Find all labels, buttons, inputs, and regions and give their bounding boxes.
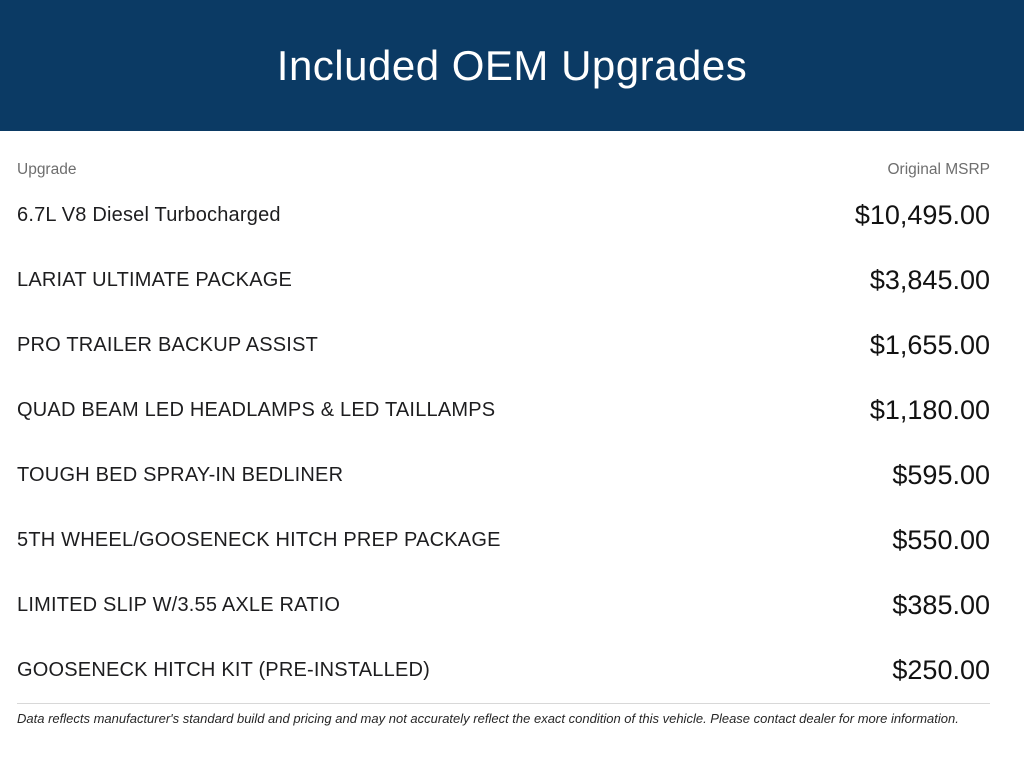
upgrade-msrp: $385.00 [892, 590, 990, 620]
table-header-row: Upgrade Original MSRP [17, 161, 990, 179]
upgrades-table: Upgrade Original MSRP 6.7L V8 Diesel Tur… [17, 161, 990, 726]
column-header-original-msrp: Original MSRP [887, 161, 991, 178]
upgrade-msrp: $1,655.00 [869, 330, 990, 360]
table-row: TOUGH BED SPRAY-IN BEDLINER $595.00 [17, 443, 990, 508]
upgrade-name: PRO TRAILER BACKUP ASSIST [17, 334, 319, 356]
upgrade-name: GOOSENECK HITCH KIT (PRE-INSTALLED) [17, 659, 430, 681]
upgrade-name: QUAD BEAM LED HEADLAMPS & LED TAILLAMPS [17, 399, 496, 421]
upgrade-name: 5TH WHEEL/GOOSENECK HITCH PREP PACKAGE [17, 529, 501, 551]
table-row: GOOSENECK HITCH KIT (PRE-INSTALLED) $250… [17, 638, 990, 703]
table-row: LARIAT ULTIMATE PACKAGE $3,845.00 [17, 248, 990, 313]
upgrade-msrp: $1,180.00 [869, 395, 990, 425]
upgrade-msrp: $10,495.00 [854, 200, 990, 230]
table-row: PRO TRAILER BACKUP ASSIST $1,655.00 [17, 313, 990, 378]
upgrade-name: 6.7L V8 Diesel Turbocharged [17, 204, 281, 226]
upgrade-name: LARIAT ULTIMATE PACKAGE [17, 269, 293, 291]
upgrade-name: LIMITED SLIP W/3.55 AXLE RATIO [17, 594, 341, 616]
table-row: LIMITED SLIP W/3.55 AXLE RATIO $385.00 [17, 573, 990, 638]
upgrade-msrp: $595.00 [892, 460, 990, 490]
footer-divider [17, 703, 990, 704]
disclaimer-text: Data reflects manufacturer's standard bu… [17, 711, 959, 726]
upgrade-msrp: $250.00 [892, 655, 990, 685]
upgrade-name: TOUGH BED SPRAY-IN BEDLINER [17, 464, 344, 486]
table-row: 5TH WHEEL/GOOSENECK HITCH PREP PACKAGE $… [17, 508, 990, 573]
table-body: 6.7L V8 Diesel Turbocharged $10,495.00 L… [17, 183, 990, 703]
upgrade-msrp: $550.00 [892, 525, 990, 555]
table-row: QUAD BEAM LED HEADLAMPS & LED TAILLAMPS … [17, 378, 990, 443]
title-banner: Included OEM Upgrades [0, 0, 1024, 131]
column-header-upgrade: Upgrade [17, 161, 77, 178]
upgrade-msrp: $3,845.00 [869, 265, 990, 295]
page-title: Included OEM Upgrades [276, 41, 748, 89]
table-row: 6.7L V8 Diesel Turbocharged $10,495.00 [17, 183, 990, 248]
